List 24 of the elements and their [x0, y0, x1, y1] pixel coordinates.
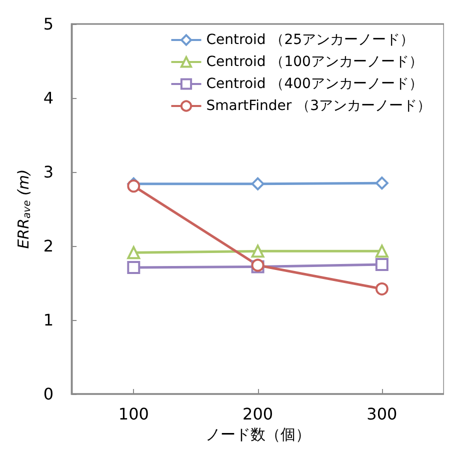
point [375, 244, 388, 258]
point [127, 246, 140, 260]
legend-label: SmartFinder （3アンカーノード） [206, 98, 432, 114]
x-tick-label: 200 [242, 404, 274, 424]
legend-label: Centroid （400アンカーノード） [206, 76, 423, 92]
y-tick-label: 3 [43, 162, 54, 182]
x-tick-label: 100 [118, 404, 149, 424]
point [375, 282, 388, 296]
y-tick-label: 5 [43, 14, 54, 34]
y-tick-label: 0 [43, 384, 54, 404]
legend-label: Centroid （100アンカーノード） [206, 54, 423, 70]
point [251, 244, 264, 258]
point [375, 258, 388, 271]
y-tick-label: 4 [43, 88, 54, 108]
y-tick-label: 2 [43, 236, 54, 256]
y-axis-title: ERRave (m) [14, 169, 33, 249]
x-axis-title: ノード数（個） [205, 426, 310, 444]
point [127, 260, 140, 274]
legend-label: Centroid （25アンカーノード） [206, 32, 414, 48]
x-tick-label: 300 [366, 404, 398, 424]
point [251, 177, 264, 190]
point [375, 176, 388, 190]
point [127, 180, 140, 193]
y-tick-label: 1 [43, 310, 54, 330]
